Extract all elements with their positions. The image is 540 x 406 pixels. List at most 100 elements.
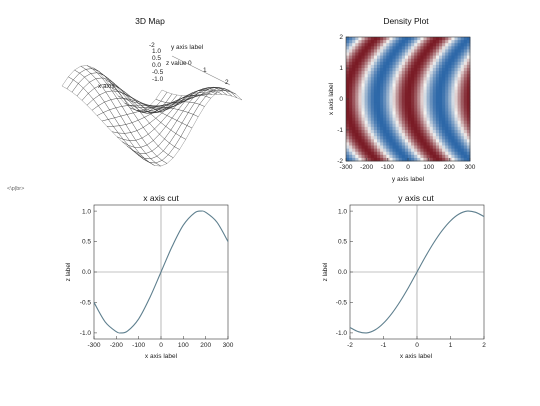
density-cell bbox=[377, 64, 381, 69]
density-cell bbox=[439, 145, 443, 149]
density-cell bbox=[414, 68, 418, 72]
density-cell bbox=[411, 148, 415, 153]
density-cell bbox=[435, 80, 440, 84]
density-cell bbox=[411, 37, 415, 41]
density-cell bbox=[349, 49, 353, 53]
density-cell bbox=[404, 58, 409, 63]
density-cell bbox=[395, 148, 400, 153]
density-cell bbox=[355, 80, 359, 84]
density-cell bbox=[448, 99, 452, 103]
density-cell bbox=[389, 151, 393, 156]
density-cell bbox=[457, 123, 462, 128]
density-cell bbox=[454, 102, 458, 106]
density-cell bbox=[454, 99, 458, 103]
density-cell bbox=[346, 86, 350, 91]
density-cell bbox=[432, 148, 437, 153]
density-cell bbox=[439, 120, 443, 125]
density-cell bbox=[377, 80, 381, 84]
density-cell bbox=[460, 123, 465, 128]
density-cell bbox=[463, 130, 468, 134]
density-cell bbox=[383, 77, 387, 81]
density-cell bbox=[460, 117, 465, 122]
density-cell bbox=[466, 114, 471, 118]
density-y-tick-label: -2 bbox=[337, 158, 343, 165]
density-cell bbox=[389, 64, 393, 69]
density-cell bbox=[426, 43, 431, 47]
density-cell bbox=[389, 52, 393, 56]
density-cell bbox=[398, 148, 403, 153]
density-cell bbox=[432, 61, 437, 66]
density-cell bbox=[395, 120, 400, 125]
density-cell bbox=[404, 157, 409, 162]
density-cell bbox=[448, 49, 452, 53]
density-cell bbox=[380, 120, 384, 125]
density-cell bbox=[352, 102, 356, 106]
density-cell bbox=[352, 145, 356, 149]
density-cell bbox=[380, 154, 384, 159]
density-cell bbox=[445, 61, 449, 66]
density-cell bbox=[377, 133, 381, 137]
density-cell bbox=[417, 49, 421, 53]
density-cell bbox=[380, 136, 384, 140]
density-cell bbox=[454, 145, 458, 149]
density-cell bbox=[389, 61, 393, 66]
density-cell bbox=[466, 102, 471, 106]
density-cell bbox=[439, 83, 443, 87]
density-cell bbox=[364, 99, 369, 103]
density-cell bbox=[398, 40, 403, 44]
density-cell bbox=[364, 148, 369, 153]
density-cell bbox=[426, 95, 431, 100]
density-cell bbox=[404, 43, 409, 47]
density-cell bbox=[460, 68, 465, 72]
density-cell bbox=[445, 71, 449, 75]
density-cell bbox=[392, 74, 396, 78]
density-cell bbox=[429, 111, 434, 115]
density-cell bbox=[373, 157, 378, 162]
density-cell bbox=[364, 40, 369, 44]
density-cell bbox=[420, 130, 424, 134]
density-cell bbox=[361, 37, 365, 41]
density-cell bbox=[389, 55, 393, 60]
density-cell bbox=[432, 71, 437, 75]
density-cell bbox=[355, 61, 359, 66]
density-cell bbox=[408, 92, 412, 97]
density-cell bbox=[451, 46, 455, 50]
density-cell bbox=[429, 61, 434, 66]
density-cell bbox=[380, 133, 384, 137]
density-cell bbox=[389, 123, 393, 128]
density-cell bbox=[395, 68, 400, 72]
density-cell bbox=[429, 99, 434, 103]
density-cell bbox=[451, 86, 455, 91]
density-cell bbox=[451, 145, 455, 149]
marker-text: <\p|br> bbox=[7, 186, 24, 192]
density-cell bbox=[377, 136, 381, 140]
density-cell bbox=[401, 92, 406, 97]
density-cell bbox=[414, 89, 418, 94]
density-cell bbox=[466, 151, 471, 156]
surface-facet bbox=[126, 95, 139, 104]
density-cell bbox=[445, 114, 449, 118]
density-cell bbox=[358, 37, 362, 41]
density-cell bbox=[377, 86, 381, 91]
density-cell bbox=[352, 37, 356, 41]
density-cell bbox=[373, 68, 378, 72]
density-cell bbox=[426, 133, 431, 137]
density-cell bbox=[370, 86, 375, 91]
density-cell bbox=[439, 123, 443, 128]
density-cell bbox=[426, 102, 431, 106]
density-cell bbox=[392, 37, 396, 41]
density-cell bbox=[423, 111, 427, 115]
density-cell bbox=[457, 102, 462, 106]
density-cell bbox=[429, 86, 434, 91]
density-cell bbox=[423, 139, 427, 143]
density-cell bbox=[414, 111, 418, 115]
density-cell bbox=[364, 142, 369, 146]
density-cell bbox=[423, 55, 427, 60]
density-cell bbox=[448, 136, 452, 140]
density-cell bbox=[358, 142, 362, 146]
density-cell bbox=[442, 71, 446, 75]
density-cell bbox=[346, 130, 350, 134]
surface-facet bbox=[225, 90, 238, 98]
density-cell bbox=[439, 139, 443, 143]
density-cell bbox=[448, 61, 452, 66]
